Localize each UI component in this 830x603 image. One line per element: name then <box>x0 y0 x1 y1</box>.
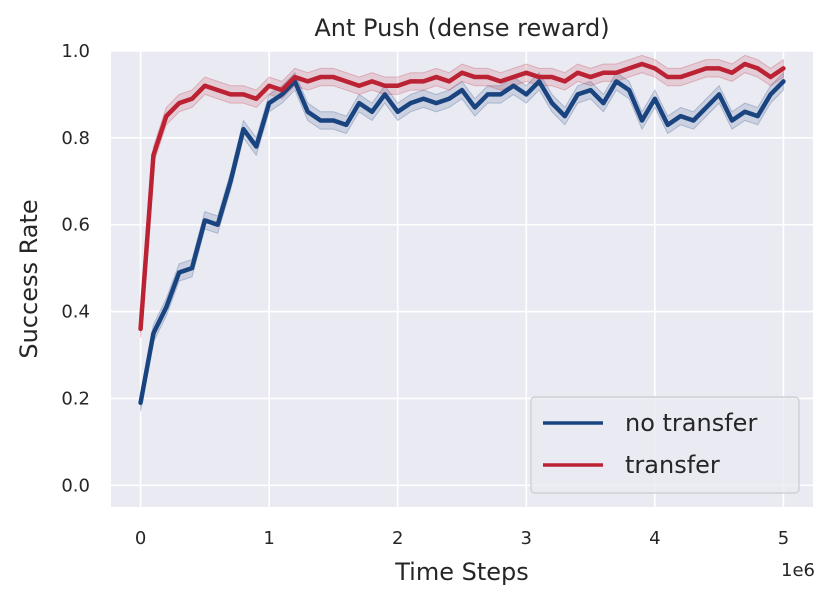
y-tick-label: 0.0 <box>61 475 90 496</box>
y-tick-labels: 0.0 0.2 0.4 0.6 0.8 1.0 <box>61 41 90 496</box>
legend: no transfer transfer <box>530 396 800 494</box>
x-tick-label: 5 <box>778 528 789 549</box>
x-tick-label: 4 <box>649 528 660 549</box>
x-tick-label: 3 <box>521 528 532 549</box>
y-tick-label: 0.2 <box>61 388 90 409</box>
y-axis-label: Success Rate <box>15 199 43 358</box>
x-tick-label: 0 <box>135 528 146 549</box>
y-tick-label: 1.0 <box>61 41 90 62</box>
y-tick-label: 0.4 <box>61 302 90 323</box>
series-line-transfer <box>138 61 786 332</box>
x-axis-label: Time Steps <box>394 558 529 586</box>
x-tick-labels: 0 1 2 3 4 5 <box>135 528 789 549</box>
confidence-band-no-transfer <box>140 71 784 412</box>
x-tick-label: 1 <box>263 528 274 549</box>
chart-title: Ant Push (dense reward) <box>314 14 609 42</box>
series-lines <box>138 61 786 406</box>
legend-label-transfer: transfer <box>625 451 720 479</box>
legend-frame <box>530 396 800 494</box>
x-tick-label: 2 <box>392 528 403 549</box>
y-tick-label: 0.6 <box>61 215 90 236</box>
series-line-no-transfer <box>138 79 786 406</box>
x-offset-label: 1e6 <box>781 560 815 581</box>
y-tick-label: 0.8 <box>61 128 90 149</box>
legend-label-no-transfer: no transfer <box>625 409 757 437</box>
